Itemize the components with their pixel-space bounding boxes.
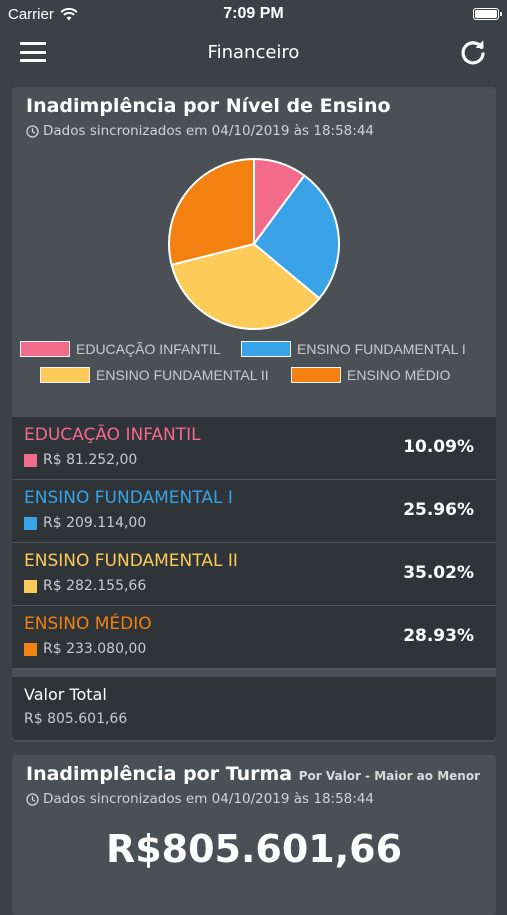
card2-title: Inadimplência por Turma Por Valor - Maio… xyxy=(26,763,480,785)
total-big-value: R$805.601,66 xyxy=(105,827,403,871)
level-label: EDUCAÇÃO INFANTIL xyxy=(24,425,201,445)
level-label: ENSINO FUNDAMENTAL I xyxy=(24,488,233,508)
total-row: Valor Total R$ 805.601,66 xyxy=(12,677,496,740)
legend-item: EDUCAÇÃO INFANTIL xyxy=(20,341,221,357)
card2-subtitle: Por Valor - Maior ao Menor xyxy=(298,769,480,783)
color-swatch xyxy=(24,579,37,593)
level-percent: 25.96% xyxy=(403,500,474,520)
sync-info-2: Dados sincronizados em 04/10/2019 às 18:… xyxy=(26,791,374,807)
carrier-label: Carrier xyxy=(8,5,54,23)
battery-icon xyxy=(473,8,502,20)
level-percent: 35.02% xyxy=(403,563,474,583)
legend-swatch xyxy=(291,367,341,383)
legend-swatch xyxy=(40,367,90,383)
legend-label: ENSINO FUNDAMENTAL II xyxy=(96,367,269,383)
page-title: Financeiro xyxy=(207,41,300,63)
total-value: R$ 805.601,66 xyxy=(24,711,128,727)
legend-label: EDUCAÇÃO INFANTIL xyxy=(76,341,221,357)
color-swatch xyxy=(24,516,37,530)
level-list: EDUCAÇÃO INFANTIL R$ 81.252,00 10.09% ENSIN… xyxy=(12,417,496,669)
pie-slice-2 xyxy=(170,242,321,330)
level-row[interactable]: ENSINO FUNDAMENTAL II R$ 282.155,66 35.02% xyxy=(12,543,496,606)
level-amount: R$ 81.252,00 xyxy=(43,452,138,468)
legend-item: ENSINO MÉDIO xyxy=(291,367,450,383)
legend-swatch xyxy=(241,341,291,357)
sync-text-2: Dados sincronizados em 04/10/2019 às 18:… xyxy=(43,791,374,807)
card2-title-text: Inadimplência por Turma xyxy=(26,763,293,785)
color-swatch xyxy=(24,453,37,467)
nav-bar: Financeiro xyxy=(0,28,507,76)
level-value: R$ 233.080,00 xyxy=(24,641,146,657)
level-amount: R$ 209.114,00 xyxy=(43,515,147,531)
legend-label: ENSINO FUNDAMENTAL I xyxy=(297,341,466,357)
legend-item: ENSINO FUNDAMENTAL II xyxy=(40,367,269,383)
wifi-icon xyxy=(60,7,78,20)
card-nivel-ensino: Inadimplência por Nível de Ensino Dados … xyxy=(12,87,496,742)
clock-icon xyxy=(26,124,39,138)
pie-chart xyxy=(168,157,340,330)
clock-icon xyxy=(26,792,39,806)
card-title: Inadimplência por Nível de Ensino xyxy=(26,95,391,117)
level-value: R$ 209.114,00 xyxy=(24,515,146,531)
level-label: ENSINO FUNDAMENTAL II xyxy=(24,551,238,571)
pie-slice-3 xyxy=(168,157,255,266)
legend-label: ENSINO MÉDIO xyxy=(347,367,451,383)
level-label: ENSINO MÉDIO xyxy=(24,614,152,634)
level-value: R$ 81.252,00 xyxy=(24,452,137,468)
level-percent: 28.93% xyxy=(403,626,474,646)
level-row[interactable]: ENSINO FUNDAMENTAL I R$ 209.114,00 25.96% xyxy=(12,480,496,543)
chart-legend: EDUCAÇÃO INFANTIL ENSINO FUNDAMENTAL I ENS… xyxy=(12,341,496,391)
sync-info: Dados sincronizados em 04/10/2019 às 18:… xyxy=(26,123,374,139)
refresh-icon[interactable] xyxy=(459,38,487,66)
legend-item: ENSINO FUNDAMENTAL I xyxy=(241,341,466,357)
level-row[interactable]: EDUCAÇÃO INFANTIL R$ 81.252,00 10.09% xyxy=(12,417,496,480)
level-value: R$ 282.155,66 xyxy=(24,578,146,594)
total-label: Valor Total xyxy=(24,685,107,704)
hamburger-menu-icon[interactable] xyxy=(20,42,46,62)
level-percent: 10.09% xyxy=(403,437,474,457)
level-amount: R$ 282.155,66 xyxy=(43,578,147,594)
legend-swatch xyxy=(20,341,70,357)
pie-slice-1 xyxy=(252,174,340,300)
color-swatch xyxy=(24,642,37,656)
level-amount: R$ 233.080,00 xyxy=(43,641,147,657)
status-bar: Carrier 7:09 PM xyxy=(0,0,507,28)
card-turma: Inadimplência por Turma Por Valor - Maio… xyxy=(12,755,496,915)
sync-text: Dados sincronizados em 04/10/2019 às 18:… xyxy=(43,123,374,139)
level-row[interactable]: ENSINO MÉDIO R$ 233.080,00 28.93% xyxy=(12,606,496,669)
